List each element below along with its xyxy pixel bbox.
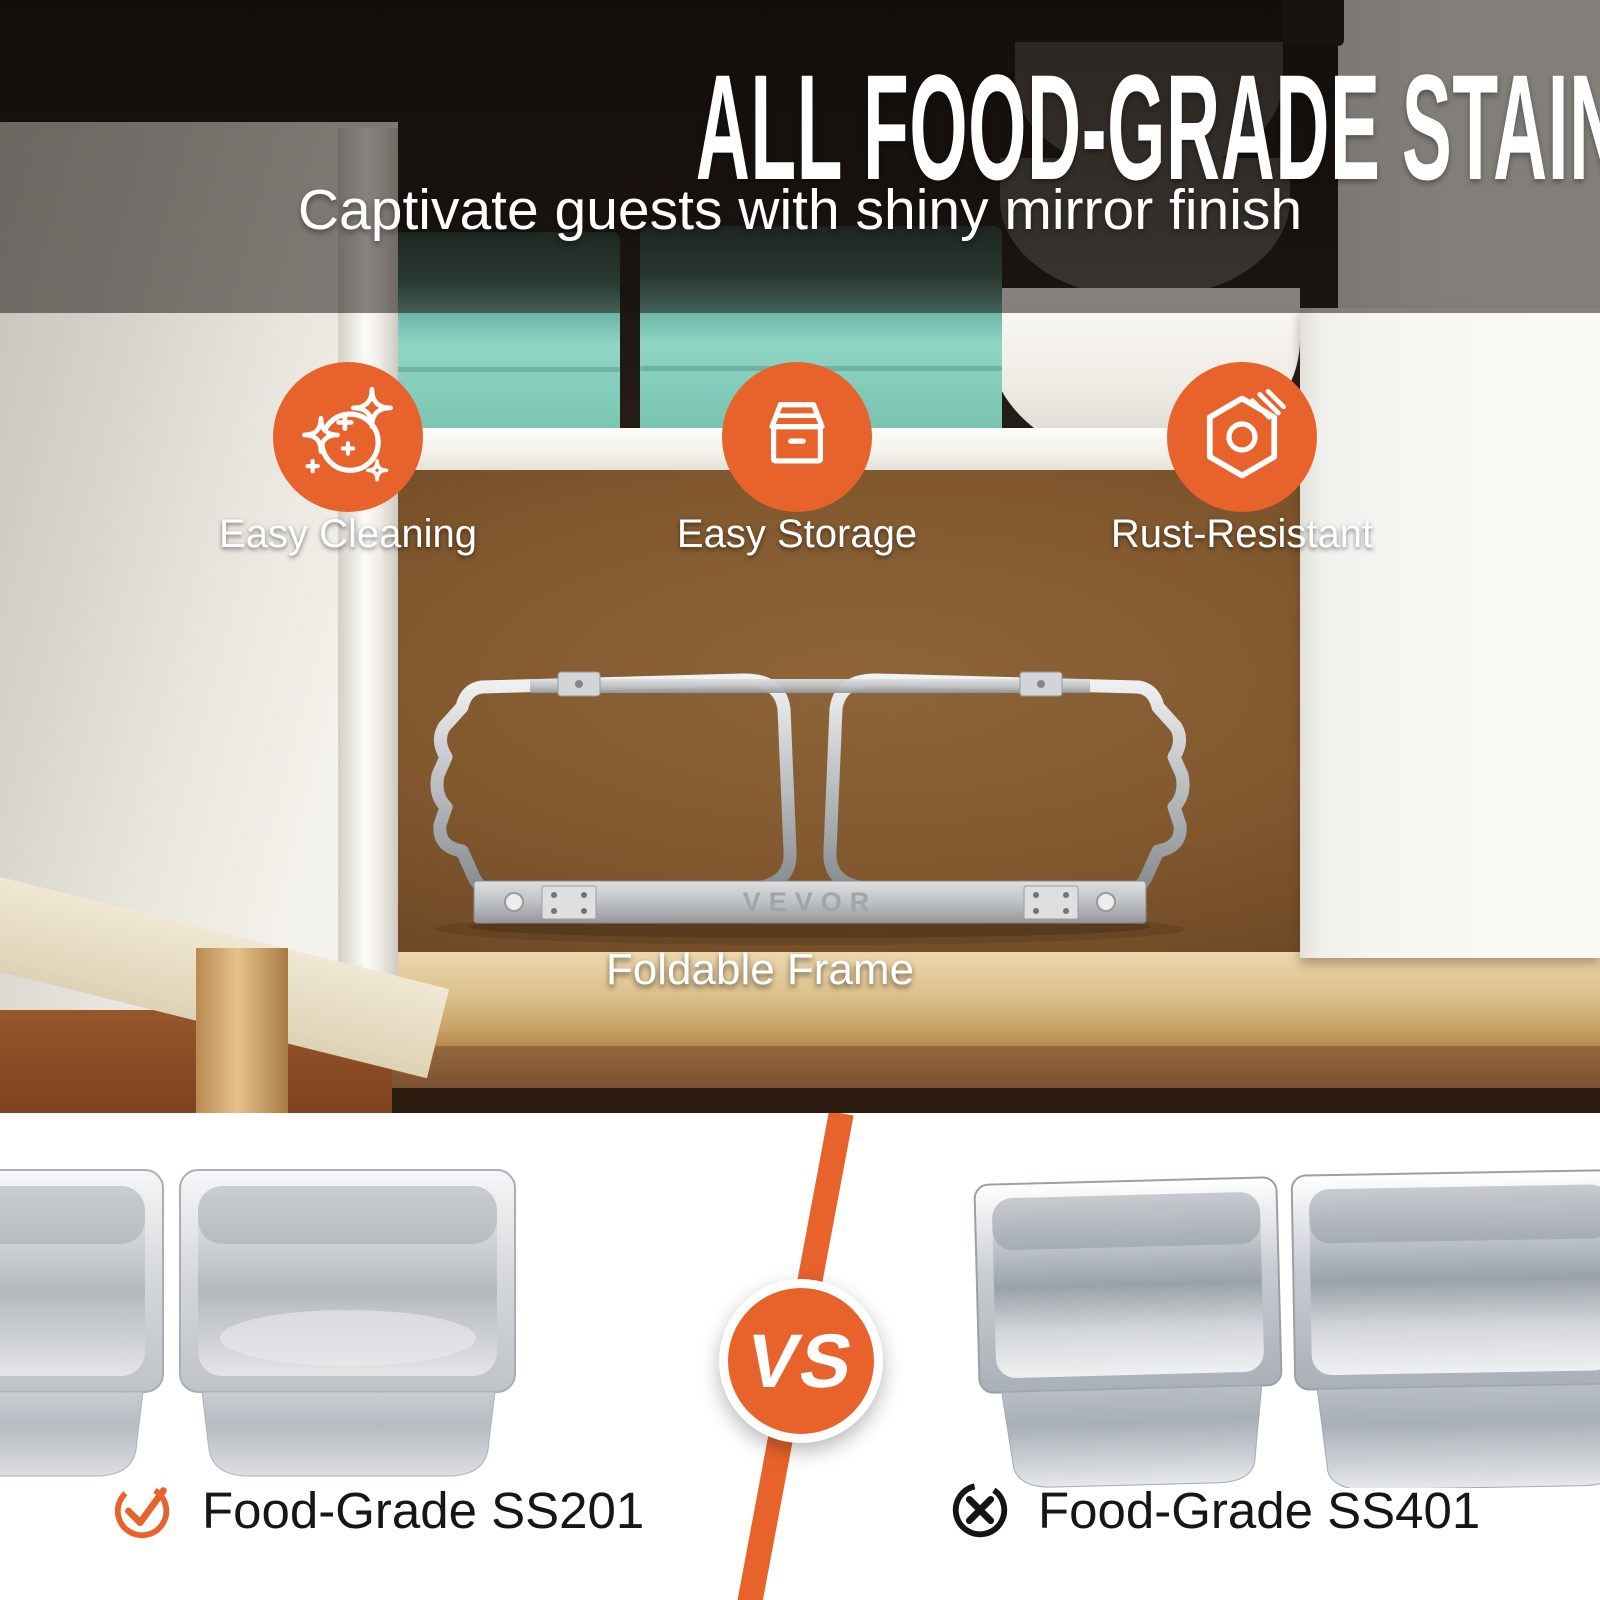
comparison-item-rejected: Food-Grade SS401: [948, 1478, 1480, 1542]
frame-left-loop: [430, 673, 797, 904]
feature-badge-rust: [1167, 362, 1317, 512]
page-title: ALL FOOD-GRADE STAINLESS STEEL: [695, 43, 1600, 211]
x-icon: [952, 1482, 1008, 1538]
frame-right-loop: [823, 673, 1190, 904]
frame-brand-embossed: VEVOR: [743, 887, 878, 917]
check-icon: [114, 1483, 170, 1539]
right-cabinet: [1300, 308, 1600, 958]
feature-label: Easy Cleaning: [219, 512, 477, 556]
page-subtitle: Captivate guests with shiny mirror finis…: [297, 178, 1303, 242]
feature-label: Rust-Resistant: [1110, 512, 1374, 556]
frame-caption: Foldable Frame: [605, 945, 915, 994]
vs-label: VS: [740, 1318, 862, 1404]
hex-nut-icon: [1206, 388, 1286, 479]
dark-overlay: [0, 0, 1600, 313]
comparison-label: Food-Grade SS201: [202, 1481, 645, 1539]
vs-badge: VS: [719, 1279, 883, 1443]
comparison-section: VS Food-Grade SS201 Food-Grade SS401: [0, 1113, 1600, 1600]
comparison-label: Food-Grade SS401: [1038, 1481, 1481, 1539]
wood-leg: [196, 948, 288, 1113]
feature-label: Easy Storage: [676, 512, 918, 556]
feature-badge-storage: [722, 362, 872, 512]
hero-photo-section: VEVOR ALL FOOD-GRADE STAINLESS STEEL Cap…: [0, 0, 1600, 1113]
sparkle-clean-icon: [301, 386, 393, 482]
foldable-frame-photo: VEVOR: [410, 645, 1210, 945]
pans-ss201-photo: [0, 1140, 640, 1480]
storage-box-icon: [769, 402, 825, 464]
feature-badge-cleaning: [273, 362, 423, 512]
pans-ss401-photo: [950, 1143, 1600, 1491]
comparison-item-approved: Food-Grade SS201: [112, 1478, 644, 1542]
